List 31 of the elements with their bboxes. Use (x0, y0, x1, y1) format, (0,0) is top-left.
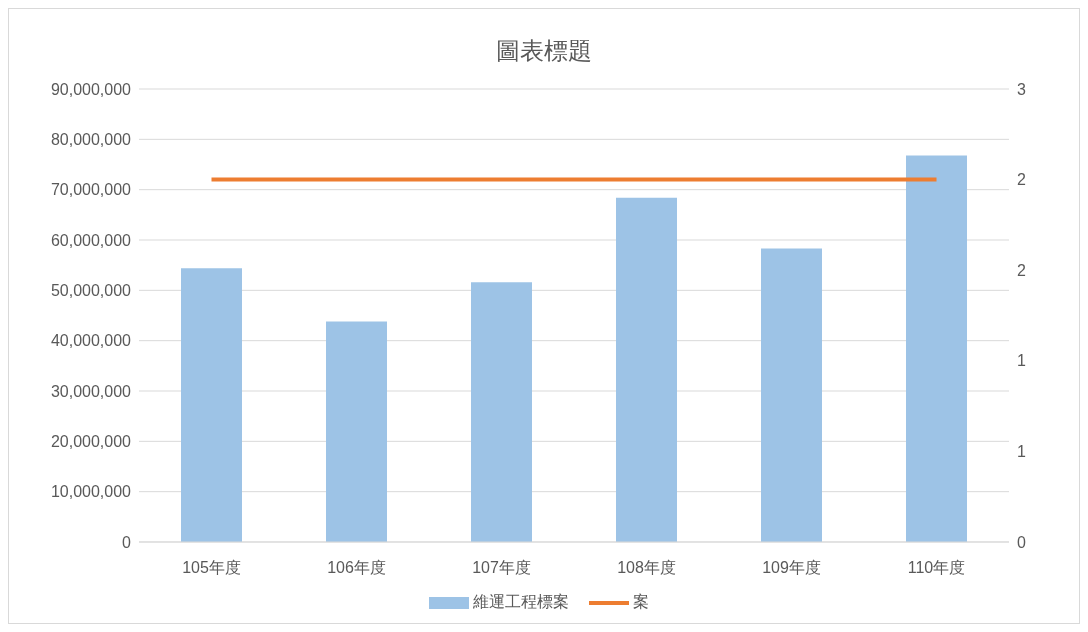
x-tick-label: 108年度 (617, 559, 676, 577)
x-tick-label: 106年度 (327, 559, 386, 577)
y-tick-label: 80,000,000 (50, 131, 132, 149)
y-tick-label: 20,000,000 (50, 433, 132, 451)
y-tick-label: 10,000,000 (50, 483, 132, 501)
bar (326, 321, 387, 542)
y-tick-label: 90,000,000 (50, 80, 132, 98)
legend-label: 案 (633, 592, 649, 612)
x-tick-label: 107年度 (472, 559, 531, 577)
y2-tick-label: 2 (1017, 171, 1026, 189)
y2-tick-label: 2 (1017, 261, 1026, 279)
bar (761, 248, 822, 542)
x-tick-label: 109年度 (762, 559, 821, 577)
y-tick-label: 0 (122, 533, 132, 551)
y-tick-label: 60,000,000 (50, 231, 132, 249)
y-tick-label: 30,000,000 (50, 382, 132, 400)
chart-title: 圖表標題 (495, 36, 593, 66)
bar (616, 197, 677, 542)
y-tick-label: 50,000,000 (50, 282, 132, 300)
x-tick-label: 110年度 (907, 559, 966, 577)
y2-tick-label: 1 (1017, 443, 1026, 461)
bar (181, 268, 242, 542)
y2-tick-label: 0 (1017, 533, 1026, 551)
legend-label: 維運工程標案 (473, 592, 569, 612)
y-tick-label: 70,000,000 (50, 181, 132, 199)
bar (906, 155, 967, 542)
y2-tick-label: 1 (1017, 352, 1026, 370)
x-tick-label: 105年度 (182, 559, 241, 577)
bar (471, 282, 532, 542)
y2-tick-label: 3 (1017, 80, 1026, 98)
y-tick-label: 40,000,000 (50, 332, 132, 350)
